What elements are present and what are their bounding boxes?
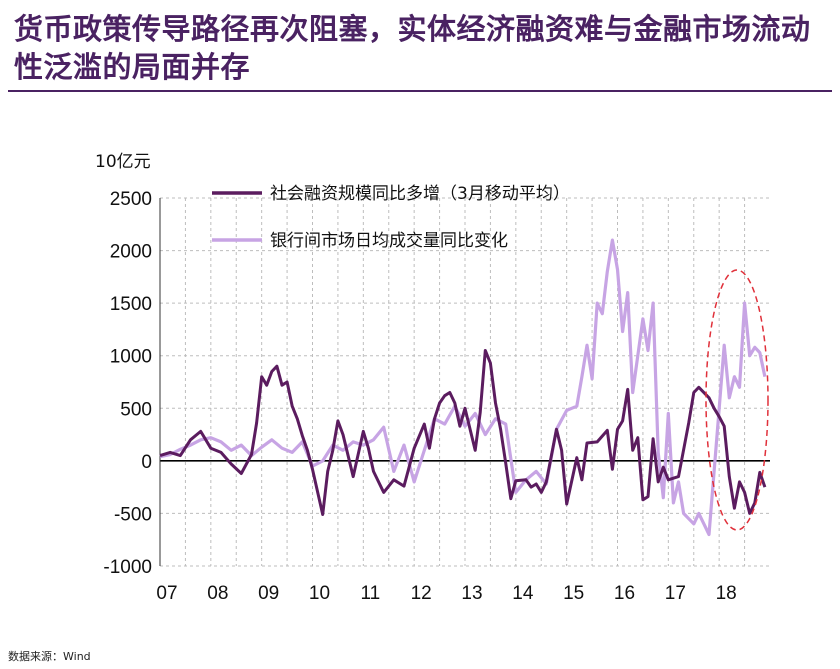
legend-label: 社会融资规模同比多增（3月移动平均） — [270, 184, 570, 204]
series — [159, 238, 767, 537]
x-tick-label: 10 — [309, 583, 330, 604]
series-line-social-financing — [159, 349, 767, 516]
title-divider — [8, 90, 832, 92]
x-tick-labels: 07 08 09 10 11 12 13 14 15 16 17 18 — [156, 583, 736, 604]
y-tick-labels: 2500 2000 1500 1000 500 0 -500 -1000 — [103, 189, 152, 578]
x-tick-label: 15 — [563, 583, 584, 604]
x-tick-label: 14 — [512, 583, 534, 604]
y-tick-label: 0 — [141, 452, 152, 473]
y-tick-label: 1500 — [110, 294, 152, 315]
y-tick-label: 2500 — [110, 189, 152, 210]
y-tick-label: 1000 — [110, 347, 152, 368]
legend-label: 银行间市场日均成交量同比变化 — [270, 231, 508, 251]
x-tick-label: 12 — [411, 583, 432, 604]
x-tick-label: 09 — [258, 583, 279, 604]
x-tick-label: 08 — [207, 583, 228, 604]
x-tick-label: 13 — [461, 583, 482, 604]
y-tick-label: 500 — [120, 399, 152, 420]
series-line-interbank-volume — [159, 238, 767, 537]
chart: 2500 2000 1500 1000 500 0 -500 -1000 07 08 09 10 11… — [95, 152, 770, 604]
x-tick-label: 11 — [360, 583, 380, 604]
y-tick-label: -1000 — [103, 557, 152, 578]
legend: 社会融资规模同比多增（3月移动平均） 银行间市场日均成交量同比变化 — [212, 184, 570, 251]
highlight-ellipse — [705, 269, 769, 531]
x-tick-label: 17 — [665, 583, 686, 604]
x-tick-label: 16 — [614, 583, 635, 604]
x-tick-label: 18 — [716, 583, 737, 604]
page-title: 货币政策传导路径再次阻塞，实体经济融资难与金融市场流动性泛滥的局面并存 — [14, 12, 811, 84]
y-tick-label: -500 — [114, 504, 152, 525]
x-tick-label: 07 — [156, 583, 177, 604]
grid — [159, 197, 770, 567]
y-tick-label: 2000 — [110, 242, 152, 263]
y-unit-label: 10亿元 — [95, 152, 151, 172]
data-source-note: 数据来源：Wind — [8, 650, 91, 663]
